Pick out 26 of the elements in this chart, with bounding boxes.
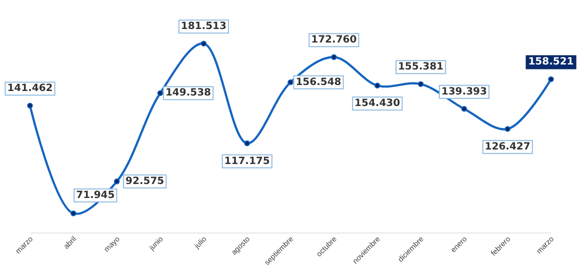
- point: [504, 126, 510, 132]
- point: [548, 76, 554, 82]
- point: [200, 40, 207, 46]
- point: [418, 81, 424, 87]
- data-label: 141.462: [7, 83, 53, 94]
- point: [27, 102, 33, 109]
- data-label: 154.430: [354, 98, 400, 110]
- data-label: 71.945: [76, 190, 115, 201]
- data-label: 139.393: [441, 86, 487, 98]
- data-label: 92.575: [126, 176, 164, 187]
- data-label: 172.760: [311, 34, 357, 46]
- point: [244, 140, 250, 146]
- data-label: 181.513: [180, 21, 226, 32]
- point: [70, 210, 76, 216]
- data-label: 149.538: [165, 88, 212, 99]
- data-label: 126.427: [484, 141, 530, 152]
- data-label: 117.175: [224, 156, 270, 167]
- point: [331, 54, 337, 60]
- point: [114, 178, 120, 184]
- data-label: 158.521: [528, 56, 574, 68]
- point: [461, 106, 468, 112]
- data-label: 155.381: [398, 62, 444, 73]
- point: [374, 82, 380, 88]
- data-label: 156.548: [296, 76, 342, 88]
- point: [157, 90, 164, 96]
- point: [288, 79, 294, 86]
